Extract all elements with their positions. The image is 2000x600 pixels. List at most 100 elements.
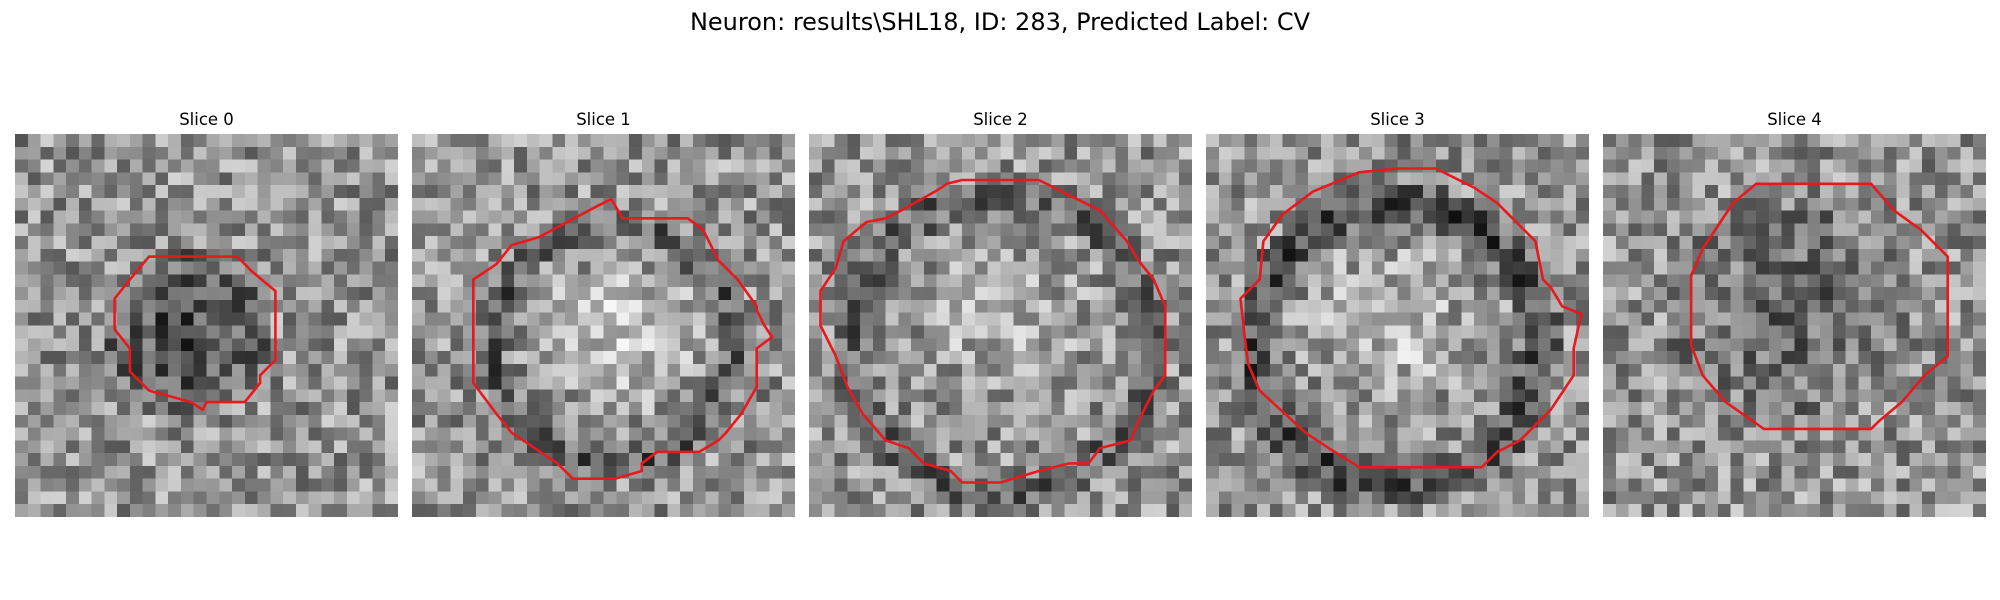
pixel [1346, 414, 1360, 429]
pixel [1269, 325, 1284, 339]
pixel [1679, 504, 1693, 517]
pixel [1013, 440, 1027, 454]
pixel [385, 274, 398, 288]
pixel [1064, 248, 1078, 263]
pixel [1423, 389, 1437, 403]
pixel [295, 376, 310, 390]
pixel [1820, 210, 1834, 224]
pixel [40, 376, 54, 390]
pixel [616, 236, 630, 250]
pixel [974, 351, 989, 365]
pixel [1730, 223, 1745, 237]
pixel [1512, 146, 1526, 161]
pixel [1537, 491, 1552, 505]
pixel [488, 172, 502, 186]
pixel [552, 248, 566, 263]
pixel [1269, 351, 1284, 365]
pixel [27, 504, 42, 517]
pixel [1692, 287, 1706, 301]
pixel [1257, 134, 1271, 148]
pixel [1051, 414, 1065, 429]
pixel [1768, 248, 1783, 263]
pixel [680, 287, 694, 301]
pixel [1051, 427, 1065, 441]
pixel [1628, 261, 1642, 276]
pixel [385, 389, 398, 403]
pixel [1832, 236, 1847, 250]
pixel [1794, 491, 1808, 505]
pixel [27, 287, 42, 301]
pixel [1832, 465, 1847, 480]
pixel [1346, 427, 1360, 441]
pixel [731, 261, 745, 276]
pixel [1896, 491, 1910, 505]
pixel [641, 274, 656, 288]
pixel [1641, 478, 1655, 493]
pixel [1179, 172, 1192, 186]
pixel [1064, 210, 1078, 224]
pixel [142, 185, 157, 199]
pixel [372, 338, 386, 352]
pixel [1781, 261, 1796, 276]
pixel [1166, 491, 1180, 505]
pixel [359, 261, 374, 276]
pixel [1730, 261, 1745, 276]
pixel [155, 172, 169, 186]
pixel [232, 363, 246, 378]
pixel [475, 465, 490, 480]
pixel [270, 402, 284, 416]
pixel [1115, 351, 1129, 365]
pixel [1525, 504, 1539, 517]
pixel [283, 376, 297, 390]
pixel [488, 248, 502, 263]
pixel [1269, 453, 1284, 467]
pixel [40, 338, 54, 352]
pixel [1486, 453, 1501, 467]
pixel [1960, 261, 1974, 276]
pixel [974, 338, 989, 352]
pixel [782, 210, 795, 224]
pixel [450, 427, 464, 441]
pixel [66, 274, 80, 288]
pixel [488, 338, 502, 352]
pixel [860, 504, 874, 517]
pixel [1486, 414, 1501, 429]
pixel [1781, 185, 1796, 199]
pixel [1794, 261, 1808, 276]
pixel [1563, 440, 1577, 454]
pixel [821, 287, 836, 301]
pixel [257, 465, 271, 480]
pixel [1692, 172, 1706, 186]
pixel [1781, 376, 1796, 390]
pixel [1576, 491, 1589, 505]
pixel [1922, 312, 1936, 327]
pixel [206, 312, 220, 327]
pixel [514, 414, 528, 429]
pixel [821, 159, 836, 173]
pixel [1781, 427, 1796, 441]
pixel [603, 287, 617, 301]
pixel [1077, 185, 1091, 199]
pixel [346, 210, 361, 224]
pixel [911, 172, 925, 186]
pixel [1371, 261, 1386, 276]
pixel [782, 478, 795, 493]
pixel [104, 338, 118, 352]
pixel [1000, 389, 1014, 403]
pixel [1563, 185, 1577, 199]
pixel [475, 504, 490, 517]
pixel [129, 504, 144, 517]
pixel [1666, 453, 1681, 467]
pixel [117, 210, 131, 224]
pixel [590, 185, 605, 199]
pixel [1013, 504, 1027, 517]
pixel [91, 402, 105, 416]
pixel [1947, 363, 1962, 378]
pixel [987, 440, 1002, 454]
pixel [1960, 478, 1974, 493]
pixel [526, 491, 541, 505]
pixel [385, 134, 398, 148]
pixel [1000, 414, 1014, 429]
pixel [117, 402, 131, 416]
pixel [834, 389, 848, 403]
